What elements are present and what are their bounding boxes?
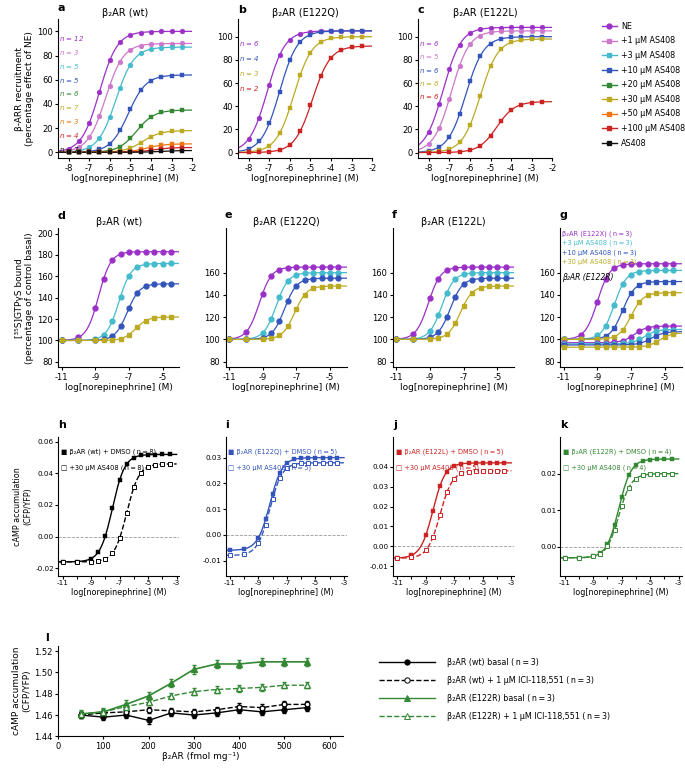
Text: +10 μM AS408: +10 μM AS408 <box>621 66 680 75</box>
Text: c: c <box>418 5 425 15</box>
Text: e: e <box>225 210 232 221</box>
Text: AS408: AS408 <box>621 139 647 147</box>
Text: +10 μM AS408 ( n = 3): +10 μM AS408 ( n = 3) <box>562 249 636 256</box>
Text: $n$ = 4: $n$ = 4 <box>239 54 260 63</box>
Text: $n$ = 7: $n$ = 7 <box>60 145 80 154</box>
X-axis label: log[norepinephrine] (M): log[norepinephrine] (M) <box>567 383 675 392</box>
Text: β₂AR (E122R) + 1 μM ICI-118,551 ( n = 3): β₂AR (E122R) + 1 μM ICI-118,551 ( n = 3) <box>447 712 610 721</box>
Text: $n$ = 6: $n$ = 6 <box>60 89 80 99</box>
Text: +3 μM AS408: +3 μM AS408 <box>621 51 675 60</box>
X-axis label: log[norepinephrine] (M): log[norepinephrine] (M) <box>232 383 340 392</box>
Y-axis label: [³⁵S]GTPγS bound
(percentage of control basal): [³⁵S]GTPγS bound (percentage of control … <box>14 232 34 363</box>
X-axis label: log[norepinephrine] (M): log[norepinephrine] (M) <box>71 174 179 183</box>
Text: $n$ = 6: $n$ = 6 <box>419 93 440 101</box>
Text: a: a <box>58 3 65 13</box>
Text: +1 μM AS408: +1 μM AS408 <box>621 36 675 45</box>
Title: β₂AR (E122L): β₂AR (E122L) <box>453 8 518 19</box>
X-axis label: log[norepinephrine] (M): log[norepinephrine] (M) <box>573 588 669 597</box>
X-axis label: log[norepinephrine] (M): log[norepinephrine] (M) <box>432 174 539 183</box>
X-axis label: log[norepinephrine] (M): log[norepinephrine] (M) <box>71 588 166 597</box>
Text: □ +30 μM AS408 ( n = 4): □ +30 μM AS408 ( n = 4) <box>563 465 646 471</box>
Text: $n$ = 5: $n$ = 5 <box>60 76 80 85</box>
Text: d: d <box>58 210 65 221</box>
Text: $n$ = 5: $n$ = 5 <box>60 62 80 71</box>
Text: $n$ = 3: $n$ = 3 <box>239 69 260 78</box>
X-axis label: log[norepinephrine] (M): log[norepinephrine] (M) <box>65 383 173 392</box>
Text: $n$ = 7: $n$ = 7 <box>60 103 80 113</box>
Text: k: k <box>560 420 568 430</box>
Text: i: i <box>225 420 229 430</box>
Text: ■ β₂AR (E122L) + DMSO ( n = 5): ■ β₂AR (E122L) + DMSO ( n = 5) <box>396 448 503 455</box>
Title: β₂AR (wt): β₂AR (wt) <box>96 217 142 227</box>
Text: $n$ = 3: $n$ = 3 <box>60 117 80 126</box>
Text: $n$ = 2: $n$ = 2 <box>239 84 260 93</box>
Text: +30 μM AS408 ( n = 3): +30 μM AS408 ( n = 3) <box>562 259 636 265</box>
Title: β₂AR (E122Q): β₂AR (E122Q) <box>253 217 320 227</box>
Text: f: f <box>392 210 397 221</box>
Text: +20 μM AS408: +20 μM AS408 <box>621 80 680 89</box>
Text: $n$ = 12: $n$ = 12 <box>60 34 84 42</box>
Text: ■ β₂AR (E122Q) + DMSO ( n = 5): ■ β₂AR (E122Q) + DMSO ( n = 5) <box>228 448 338 455</box>
Text: $n$ = 4: $n$ = 4 <box>60 131 80 140</box>
Title: β₂AR (E122L): β₂AR (E122L) <box>421 217 486 227</box>
Text: β₂AR (E122R) basal ( n = 3): β₂AR (E122R) basal ( n = 3) <box>447 694 555 703</box>
Text: $n$ = 3: $n$ = 3 <box>60 48 80 57</box>
Y-axis label: cAMP accumulation
(CFP/YFP): cAMP accumulation (CFP/YFP) <box>13 467 32 546</box>
Y-axis label: β-ARR recruitment
(percentage effect of NE): β-ARR recruitment (percentage effect of … <box>15 32 34 146</box>
Text: ■ β₂AR (wt) + DMSO ( n = 8): ■ β₂AR (wt) + DMSO ( n = 8) <box>61 448 156 455</box>
X-axis label: log[norepinephrine] (M): log[norepinephrine] (M) <box>399 383 508 392</box>
Text: $n$ = 6: $n$ = 6 <box>419 39 440 48</box>
Text: □ +30 μM AS408 ( n = 5): □ +30 μM AS408 ( n = 5) <box>228 465 312 471</box>
Text: l: l <box>45 633 49 643</box>
Text: h: h <box>58 420 66 430</box>
Text: ■ β₂AR (E122R) + DMSO ( n = 4): ■ β₂AR (E122R) + DMSO ( n = 4) <box>563 448 672 455</box>
Text: b: b <box>238 5 246 15</box>
Text: +30 μM AS408: +30 μM AS408 <box>621 95 680 104</box>
Text: $n$ = 6: $n$ = 6 <box>419 79 440 88</box>
X-axis label: log[norepinephrine] (M): log[norepinephrine] (M) <box>251 174 359 183</box>
Text: □ +30 μM AS408 ( n = 5): □ +30 μM AS408 ( n = 5) <box>396 465 479 471</box>
Text: β₂AR (wt) basal ( n = 3): β₂AR (wt) basal ( n = 3) <box>447 658 539 667</box>
Title: β₂AR (wt): β₂AR (wt) <box>102 8 149 19</box>
Text: β₂AR (wt) + 1 μM ICI-118,551 ( n = 3): β₂AR (wt) + 1 μM ICI-118,551 ( n = 3) <box>447 675 594 685</box>
X-axis label: β₂AR (fmol mg⁻¹): β₂AR (fmol mg⁻¹) <box>162 752 240 761</box>
Text: g: g <box>560 210 567 221</box>
Title: β₂AR (E122Q): β₂AR (E122Q) <box>272 8 338 19</box>
Y-axis label: cAMP accumulation
(CFP/YFP): cAMP accumulation (CFP/YFP) <box>12 647 32 736</box>
Text: $n$ = 6: $n$ = 6 <box>239 39 260 48</box>
Text: +3 μM AS408 ( n = 3): +3 μM AS408 ( n = 3) <box>562 240 632 246</box>
Text: NE: NE <box>621 22 632 31</box>
Text: +100 μM AS408: +100 μM AS408 <box>621 124 685 133</box>
X-axis label: log[norepinephrine] (M): log[norepinephrine] (M) <box>406 588 501 597</box>
Text: β₂AR (E122R): β₂AR (E122R) <box>562 274 614 282</box>
Text: β₂AR (E122X) ( n = 3): β₂AR (E122X) ( n = 3) <box>562 231 632 237</box>
X-axis label: log[norepinephrine] (M): log[norepinephrine] (M) <box>238 588 334 597</box>
Text: □ +30 μM AS408 ( n = 8): □ +30 μM AS408 ( n = 8) <box>61 465 145 471</box>
Text: $n$ = 6: $n$ = 6 <box>419 66 440 75</box>
Text: $n$ = 5: $n$ = 5 <box>419 52 440 62</box>
Text: +50 μM AS408: +50 μM AS408 <box>621 109 680 118</box>
Text: j: j <box>393 420 397 430</box>
